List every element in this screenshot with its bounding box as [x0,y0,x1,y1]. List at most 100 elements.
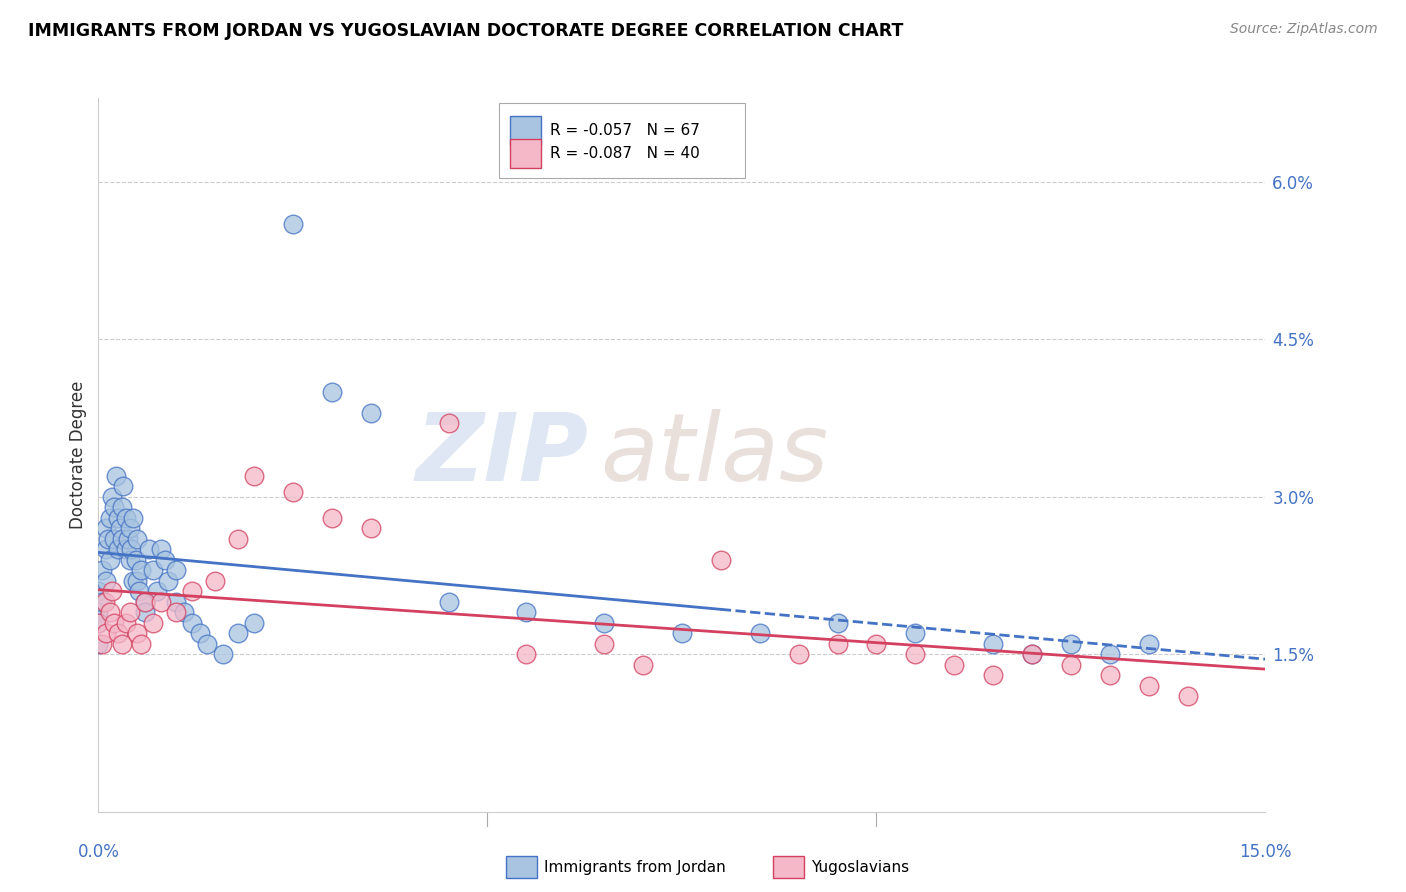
Point [195,637,218,651]
Point [117,532,139,546]
Point [149,595,172,609]
Point [91,637,114,651]
Point [943,657,966,672]
Point [96,521,118,535]
Point [96,626,118,640]
Point [281,484,304,499]
Point [114,615,136,630]
Point [134,595,156,609]
Point [228,626,250,640]
Point [827,637,849,651]
Point [87,615,110,630]
Point [96,574,118,588]
Text: Source: ZipAtlas.com: Source: ZipAtlas.com [1230,22,1378,37]
Text: IMMIGRANTS FROM JORDAN VS YUGOSLAVIAN DOCTORATE DEGREE CORRELATION CHART: IMMIGRANTS FROM JORDAN VS YUGOSLAVIAN DO… [28,22,904,40]
Point [91,563,114,577]
Point [108,521,131,535]
Point [129,637,152,651]
Point [112,479,135,493]
Point [321,511,343,525]
Point [515,605,537,619]
Point [122,574,145,588]
Point [98,511,121,525]
Point [281,217,304,231]
Point [127,626,149,640]
Point [243,469,266,483]
Point [127,532,149,546]
Point [134,595,156,609]
Point [1177,690,1199,704]
Point [111,637,134,651]
Point [1021,648,1043,662]
Point [138,542,160,557]
Point [321,384,343,399]
Text: R = -0.087   N = 40: R = -0.087 N = 40 [550,146,700,161]
Point [204,574,226,588]
Point [180,615,202,630]
Point [146,584,169,599]
Point [91,595,114,609]
Point [1137,679,1160,693]
Point [437,417,460,431]
Point [120,542,142,557]
Point [111,532,134,546]
Point [101,584,124,599]
Point [103,500,125,515]
Point [114,511,136,525]
Point [129,563,152,577]
Point [87,637,110,651]
Point [1098,668,1121,682]
Point [87,584,110,599]
Point [97,532,120,546]
Text: atlas: atlas [600,409,828,500]
Point [118,553,141,567]
Point [114,542,136,557]
Point [1060,657,1083,672]
Point [149,542,172,557]
Point [188,626,211,640]
Point [98,553,121,567]
Point [157,574,180,588]
Point [107,511,129,525]
Point [142,563,165,577]
Text: 0.0%: 0.0% [77,843,120,861]
Point [981,668,1004,682]
Point [1137,637,1160,651]
Point [173,605,195,619]
Point [631,657,654,672]
Point [360,406,382,420]
Point [671,626,693,640]
Point [165,595,187,609]
Point [710,553,733,567]
Point [93,595,115,609]
Point [104,469,127,483]
Point [96,542,118,557]
Point [165,605,187,619]
Point [103,615,125,630]
Y-axis label: Doctorate Degree: Doctorate Degree [69,381,87,529]
Point [1060,637,1083,651]
Point [122,511,145,525]
Text: ZIP: ZIP [416,409,589,501]
Point [360,521,382,535]
Point [593,615,616,630]
Point [827,615,849,630]
Point [142,615,165,630]
Point [1098,648,1121,662]
Point [107,542,129,557]
Point [165,563,187,577]
Point [87,605,110,619]
Point [243,615,266,630]
Point [865,637,887,651]
Point [515,648,537,662]
Point [228,532,250,546]
Point [748,626,770,640]
Point [118,521,141,535]
Point [180,584,202,599]
Point [437,595,460,609]
Point [1021,648,1043,662]
Point [103,532,125,546]
Text: Immigrants from Jordan: Immigrants from Jordan [544,860,725,874]
Point [127,574,149,588]
Point [787,648,810,662]
